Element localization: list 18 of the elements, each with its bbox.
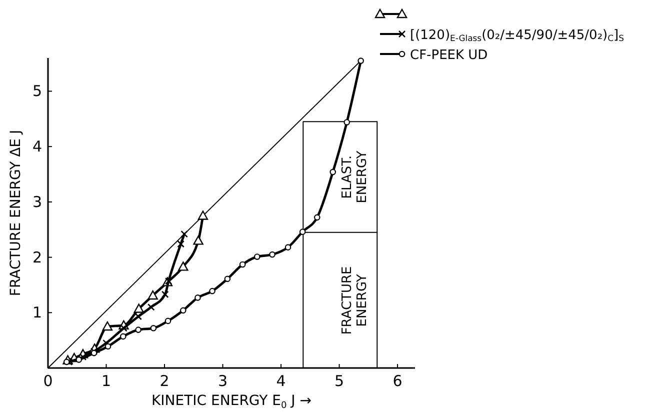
y-tick-label: 5 (32, 82, 42, 100)
y-tick-label: 1 (32, 304, 42, 322)
y-tick-label: 3 (32, 192, 42, 211)
x-tick-label: 3 (218, 372, 228, 390)
x-tick-label: 6 (392, 372, 402, 390)
y-axis-title: FRACTURE ENERGY ΔE J (8, 130, 24, 296)
annotation: ELAST. ENERGY (340, 150, 370, 204)
x-tick-label: 5 (334, 372, 344, 390)
x-tick-label: 2 (160, 372, 170, 390)
x-axis-title: KINETIC ENERGY E$_{0}$ J → (152, 393, 312, 411)
x-tick-label: 1 (101, 372, 112, 390)
x-tick-label: 0 (43, 372, 53, 390)
legend-label: [(120)$_{E-Glass}$(0₂/±45/90/±45/0₂)$_{C}$]$_{S}$ (410, 28, 624, 44)
legend-label: CF-PEEK UD (410, 48, 488, 63)
x-tick-label: 4 (276, 372, 286, 390)
y-tick-label: 4 (32, 138, 42, 156)
y-tick-label: 2 (32, 248, 42, 266)
annotation: FRACTURE ENERGY (340, 266, 370, 335)
